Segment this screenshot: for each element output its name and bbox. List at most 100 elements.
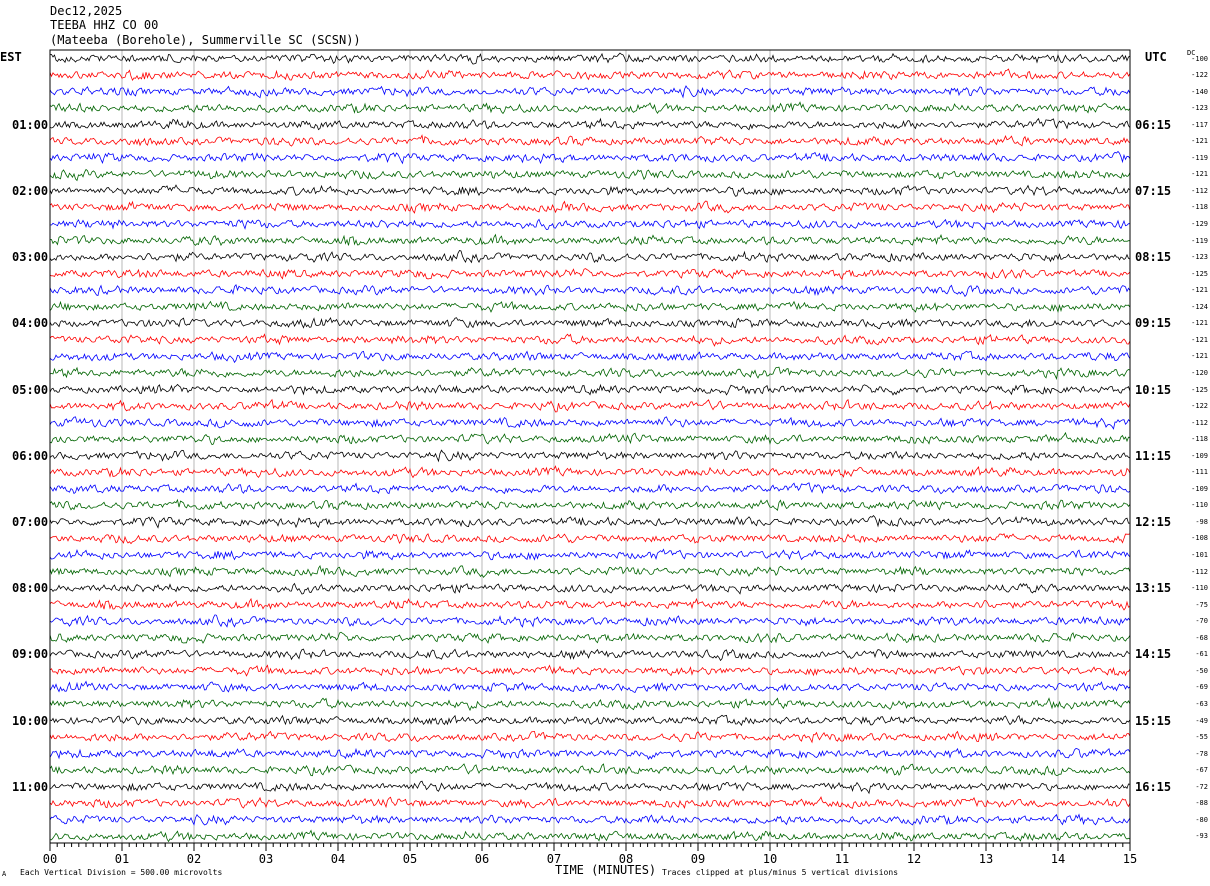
trace-line-23 — [49, 431, 1131, 446]
dc-offset-label: -49 — [1195, 716, 1208, 725]
left-time-label: 04:00 — [12, 316, 49, 331]
trace-line-10 — [49, 218, 1130, 231]
left-time-label: 10:00 — [12, 713, 49, 728]
right-time-label: 07:15 — [1135, 183, 1172, 198]
dc-offset-label: -122 — [1191, 71, 1208, 80]
trace-line-9 — [49, 200, 1131, 214]
dc-offset-label: -70 — [1195, 617, 1208, 626]
dc-offset-label: -121 — [1191, 319, 1208, 328]
dc-offset-label: -140 — [1191, 87, 1208, 96]
trace-line-7 — [49, 168, 1131, 182]
trace-line-33 — [49, 597, 1131, 611]
dc-offset-label: -118 — [1191, 435, 1208, 444]
dc-offset-label: -80 — [1195, 815, 1208, 824]
dc-offset-label: -125 — [1191, 269, 1208, 278]
dc-offset-label: -120 — [1191, 368, 1208, 377]
trace-line-1 — [49, 68, 1131, 82]
left-time-label: 02:00 — [12, 183, 49, 198]
dc-offset-label: -121 — [1191, 335, 1208, 344]
header-location: (Mateeba (Borehole), Summerville SC (SCS… — [50, 33, 361, 47]
dc-offset-label: -125 — [1191, 385, 1208, 394]
dc-offset-label: -112 — [1191, 567, 1208, 576]
right-time-label: 06:15 — [1135, 117, 1172, 132]
dc-offset-label: -121 — [1191, 286, 1208, 295]
grid-layer — [121, 50, 1059, 843]
trace-line-43 — [49, 763, 1131, 777]
x-tick-label: 13 — [978, 852, 994, 866]
dc-offset-label: -112 — [1191, 186, 1208, 195]
trace-line-20 — [49, 383, 1131, 396]
right-time-label: 12:15 — [1135, 514, 1172, 529]
right-time-label: 14:15 — [1135, 647, 1172, 662]
x-tick-label: 03 — [258, 852, 274, 866]
x-tick-label: 11 — [834, 852, 850, 866]
trace-line-17 — [49, 333, 1131, 347]
footer-scale-note: Each Vertical Division = 500.00 microvol… — [20, 868, 223, 877]
trace-line-32 — [49, 582, 1131, 595]
left-time-label: 03:00 — [12, 250, 49, 265]
trace-line-34 — [49, 614, 1131, 628]
trace-line-30 — [49, 548, 1131, 561]
trace-line-38 — [49, 680, 1131, 694]
trace-line-42 — [49, 747, 1131, 760]
left-timezone-label: EST — [0, 50, 22, 64]
dc-offset-label: -55 — [1195, 733, 1208, 742]
dc-offset-label: -75 — [1195, 600, 1208, 609]
dc-offset-label: -110 — [1191, 501, 1208, 510]
trace-line-5 — [49, 134, 1131, 147]
trace-line-19 — [49, 366, 1131, 381]
trace-line-6 — [49, 150, 1131, 165]
trace-line-41 — [49, 730, 1131, 744]
trace-line-0 — [49, 52, 1131, 65]
trace-line-27 — [49, 498, 1131, 511]
dc-offset-label: -118 — [1191, 203, 1208, 212]
dc-offset-label: -129 — [1191, 220, 1208, 228]
trace-line-45 — [49, 796, 1131, 809]
dc-offset-label: -63 — [1195, 699, 1208, 708]
tick-layer — [49, 843, 1131, 851]
plot-frame — [49, 49, 1131, 844]
x-tick-label: 00 — [42, 852, 58, 866]
left-time-label: 05:00 — [12, 382, 49, 397]
footer-mark: A — [2, 870, 7, 878]
dc-offset-label: -68 — [1195, 633, 1208, 642]
dc-offset-label: -122 — [1191, 402, 1208, 411]
dc-offset-label: -61 — [1195, 650, 1208, 659]
trace-line-22 — [49, 416, 1131, 430]
trace-line-18 — [49, 350, 1131, 364]
right-timezone-label: UTC — [1145, 50, 1167, 64]
trace-line-4 — [49, 117, 1131, 131]
trace-line-14 — [49, 283, 1131, 298]
x-tick-label: 10 — [762, 852, 778, 866]
left-time-label: 08:00 — [12, 581, 49, 596]
trace-line-44 — [49, 780, 1131, 795]
trace-line-29 — [49, 533, 1131, 545]
trace-line-28 — [49, 515, 1131, 529]
trace-line-12 — [49, 250, 1131, 264]
trace-line-47 — [49, 829, 1131, 843]
left-time-label: 11:00 — [12, 779, 49, 794]
dc-offset-label: -111 — [1191, 468, 1208, 477]
trace-line-46 — [49, 813, 1131, 826]
footer-clip-note: Traces clipped at plus/minus 5 vertical … — [662, 868, 899, 877]
header-station: TEEBA HHZ CO 00 — [50, 18, 159, 32]
dc-offset-label: -124 — [1191, 302, 1208, 311]
dc-offset-label: -108 — [1191, 534, 1208, 543]
left-time-label: 01:00 — [12, 117, 49, 132]
trace-line-16 — [49, 316, 1131, 330]
trace-line-40 — [49, 714, 1131, 727]
x-tick-label: 09 — [690, 852, 706, 866]
trace-layer — [49, 52, 1131, 843]
dc-offset-label: -109 — [1191, 451, 1208, 460]
left-time-label: 09:00 — [12, 647, 49, 662]
dc-offset-label: -119 — [1191, 153, 1208, 162]
header-date: Dec12,2025 — [50, 4, 123, 18]
right-time-label: 11:15 — [1135, 448, 1172, 463]
x-tick-label: 08 — [618, 852, 634, 866]
dc-offset-label: -121 — [1191, 170, 1208, 179]
dc-offset-label: -109 — [1191, 484, 1208, 493]
x-tick-label: 12 — [906, 852, 922, 866]
trace-line-26 — [49, 482, 1131, 495]
x-tick-label: 07 — [546, 852, 562, 866]
dc-offset-label: -117 — [1191, 120, 1208, 129]
